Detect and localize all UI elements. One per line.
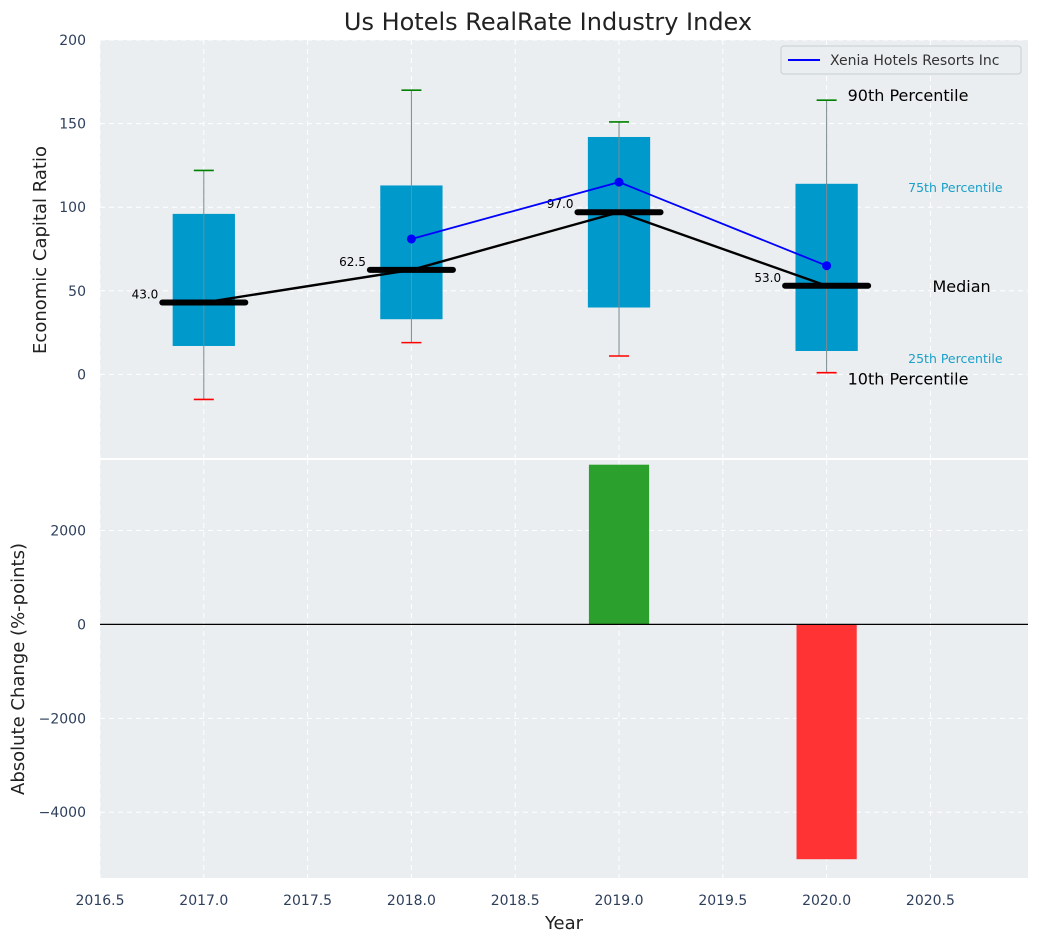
legend-label: Xenia Hotels Resorts Inc: [830, 53, 999, 69]
x-tick-label: 2020.0: [802, 893, 851, 909]
bottom-y-tick-label: −2000: [39, 711, 86, 727]
top-plot-area: [100, 40, 1028, 458]
top-y-ticks: 0 50 100 150 200: [59, 33, 86, 383]
bottom-y-tick-label: 0: [77, 617, 86, 633]
bottom-plot-area: [100, 460, 1028, 878]
bottom-y-axis-label: Absolute Change (%-points): [8, 543, 29, 795]
x-tick-label: 2017.5: [283, 893, 332, 909]
x-tick-label: 2018.0: [387, 893, 436, 909]
p25-annotation: 25th Percentile: [908, 351, 1003, 366]
legend-box: [780, 45, 1022, 75]
median-trend-line: [203, 210, 828, 304]
company-series-point: [822, 261, 832, 271]
bottom-y-tick-label: −4000: [39, 805, 86, 821]
p10-annotation: 10th Percentile: [848, 370, 969, 389]
median-value-label: 43.0: [132, 288, 159, 302]
median-annotation: Median: [932, 277, 990, 296]
x-tick-label: 2019.0: [595, 893, 644, 909]
x-tick-label: 2020.5: [906, 893, 955, 909]
x-axis-label: Year: [544, 913, 584, 934]
bottom-marks: [100, 464, 1028, 860]
company-series-point: [614, 177, 624, 187]
top-y-tick-label: 50: [68, 284, 86, 300]
x-ticks: 2016.5 2017.0 2017.5 2018.0 2018.5 2019.0 2019…: [76, 893, 955, 909]
top-marks: 43.0 62.5 97.0 53.0 90th Percentile 75th Perc…: [132, 86, 1003, 401]
bottom-y-tick-label: 2000: [50, 523, 86, 539]
change-bar: [796, 624, 857, 860]
x-tick-label: 2018.5: [491, 893, 540, 909]
chart-title: Us Hotels RealRate Industry Index: [344, 8, 752, 36]
top-y-tick-label: 200: [59, 33, 86, 49]
legend[interactable]: Xenia Hotels Resorts Inc: [780, 45, 1022, 75]
p90-annotation: 90th Percentile: [848, 86, 969, 105]
company-series-point: [406, 234, 416, 244]
top-y-tick-label: 0: [77, 367, 86, 383]
top-y-tick-label: 100: [59, 200, 86, 216]
x-tick-label: 2016.5: [76, 893, 125, 909]
median-value-label: 97.0: [547, 197, 574, 211]
top-y-axis-label: Economic Capital Ratio: [30, 146, 51, 354]
change-bar: [588, 464, 650, 625]
median-value-label: 53.0: [754, 271, 781, 285]
median-value-label: 62.5: [339, 255, 366, 269]
x-tick-label: 2019.5: [698, 893, 747, 909]
bottom-y-ticks: −4000 −2000 0 2000: [39, 523, 86, 821]
x-tick-label: 2017.0: [179, 893, 228, 909]
top-y-tick-label: 150: [59, 117, 86, 133]
p75-annotation: 75th Percentile: [908, 180, 1003, 195]
